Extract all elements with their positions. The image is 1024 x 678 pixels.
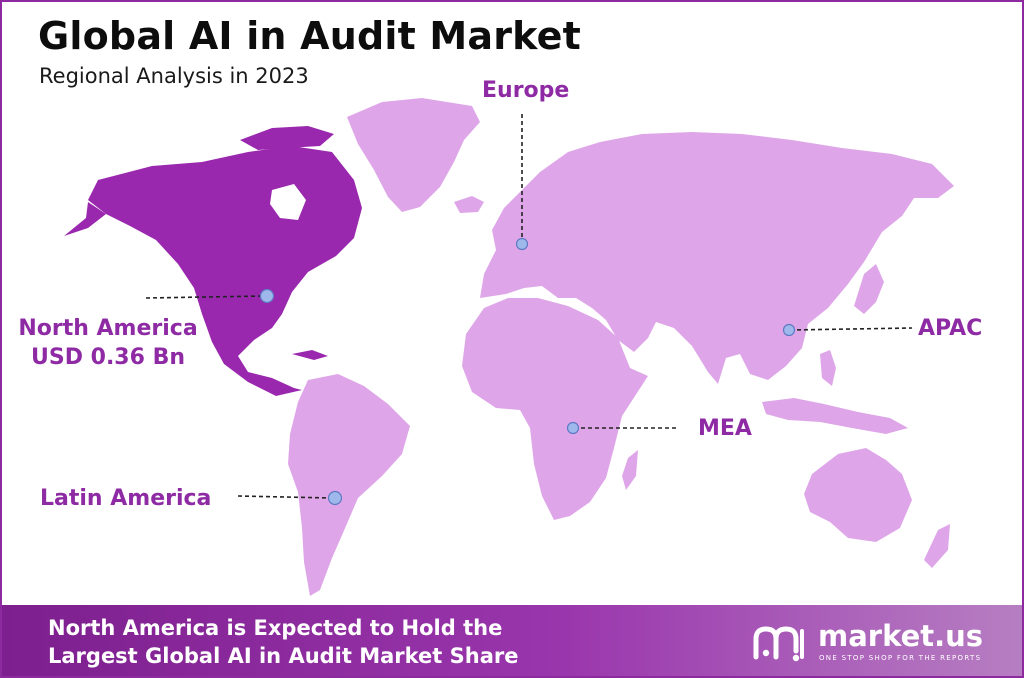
landmass-australia bbox=[804, 448, 912, 542]
landmass-philippines bbox=[820, 350, 836, 386]
brand-block: market.us ONE STOP SHOP FOR THE REPORTS bbox=[752, 619, 992, 669]
leader-line-latin-america bbox=[237, 495, 333, 499]
leader-line-apac bbox=[789, 327, 913, 331]
region-label-apac: APAC bbox=[918, 316, 983, 341]
region-label-europe: Europe bbox=[482, 78, 570, 103]
market-us-logo-icon bbox=[753, 626, 804, 662]
landmass-south-america bbox=[288, 374, 410, 596]
marker-latin-america bbox=[327, 490, 343, 506]
landmass-eurasia bbox=[480, 132, 954, 384]
footer-line-1: North America is Expected to Hold the bbox=[48, 616, 503, 640]
landmass-africa bbox=[462, 298, 648, 520]
region-label-latin-america: Latin America bbox=[40, 486, 212, 511]
brand-name: market.us bbox=[818, 619, 984, 653]
landmass-arctic-islands bbox=[240, 126, 334, 150]
footer-banner: North America is Expected to Hold the La… bbox=[2, 605, 1022, 676]
marker-north-america bbox=[259, 288, 275, 304]
landmass-alaska-peninsula bbox=[64, 202, 106, 236]
landmass-indonesia bbox=[762, 398, 908, 434]
landmass-new-zealand bbox=[924, 524, 950, 568]
hudson-bay bbox=[270, 184, 306, 220]
landmass-greenland bbox=[347, 98, 480, 212]
page-title: Global AI in Audit Market bbox=[38, 14, 581, 58]
region-label-mea: MEA bbox=[698, 416, 752, 441]
region-label-north-america: North America USD 0.36 Bn bbox=[16, 314, 200, 372]
marker-mea bbox=[566, 421, 580, 435]
marker-europe bbox=[515, 237, 529, 251]
landmass-madagascar bbox=[622, 450, 638, 490]
leader-line-north-america bbox=[145, 295, 265, 299]
landmass-iceland bbox=[454, 196, 484, 213]
marker-apac bbox=[782, 323, 796, 337]
page-subtitle: Regional Analysis in 2023 bbox=[39, 64, 309, 88]
brand-tagline: ONE STOP SHOP FOR THE REPORTS bbox=[819, 654, 982, 662]
landmass-caribbean bbox=[292, 350, 328, 360]
region-name-north-america: North America bbox=[18, 316, 198, 341]
region-value-north-america: USD 0.36 Bn bbox=[31, 345, 185, 370]
landmass-japan bbox=[854, 264, 884, 314]
footer-message: North America is Expected to Hold the La… bbox=[48, 614, 519, 670]
footer-line-2: Largest Global AI in Audit Market Share bbox=[48, 644, 519, 668]
